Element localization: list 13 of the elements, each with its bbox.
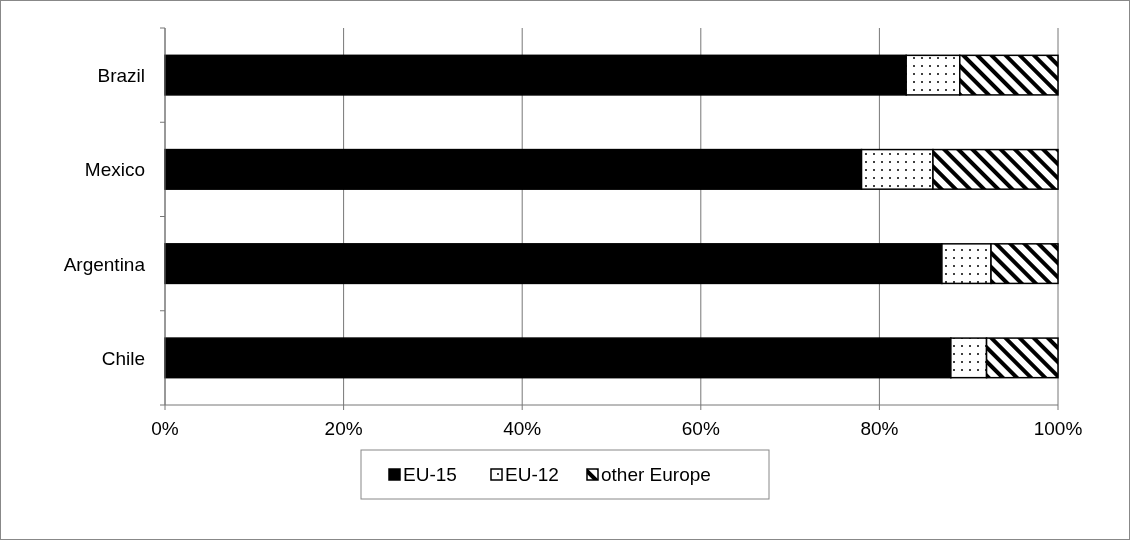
y-tick-label: Mexico — [84, 159, 145, 181]
legend-label: EU-15 — [403, 464, 457, 485]
y-tick-label: Argentina — [63, 253, 146, 275]
x-tick-label: 60% — [681, 418, 720, 439]
x-tick-label: 80% — [860, 418, 899, 439]
y-tick-label: Chile — [101, 347, 145, 369]
x-tick-label: 100% — [1033, 418, 1083, 439]
x-tick-label: 0% — [151, 418, 179, 439]
x-tick-label: 20% — [324, 418, 363, 439]
y-tick-label: Brazil — [97, 65, 145, 87]
legend-label: other Europe — [601, 464, 711, 485]
x-tick-label: 40% — [503, 418, 542, 439]
legend-label: EU-12 — [505, 464, 559, 485]
